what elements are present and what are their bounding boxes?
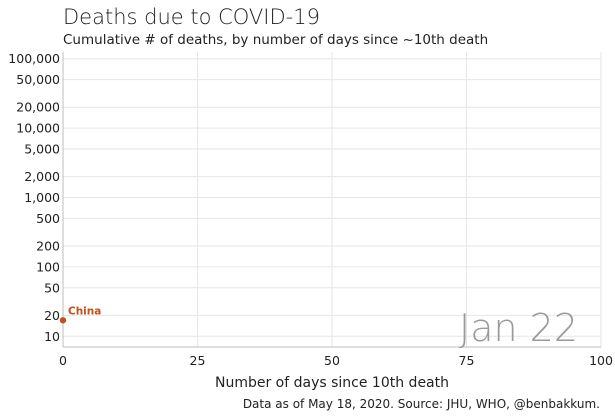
axes — [62, 52, 601, 348]
series-label: China — [68, 305, 101, 317]
x-axis-ticks: 0 25 50 75 100 — [59, 353, 613, 368]
series-layer: China — [59, 305, 101, 324]
y-tick-label: 100,000 — [8, 51, 60, 66]
y-tick-label: 50 — [44, 280, 60, 295]
y-tick-label: 20 — [44, 308, 60, 323]
x-tick-label: 50 — [324, 353, 340, 368]
data-point — [59, 317, 67, 324]
x-tick-label: 0 — [59, 353, 67, 368]
y-tick-label: 1,000 — [24, 190, 60, 205]
y-tick-label: 10 — [44, 329, 60, 344]
y-tick-label: 100 — [36, 259, 60, 274]
source-note: Data as of May 18, 2020. Source: JHU, WH… — [243, 397, 600, 411]
y-tick-label: 20,000 — [16, 100, 60, 115]
y-tick-label: 10,000 — [16, 121, 60, 136]
chart-title: Deaths due to COVID-19 — [63, 5, 320, 29]
x-axis-title: Number of days since 10th death — [215, 375, 449, 391]
chart-subtitle: Cumulative # of deaths, by number of day… — [63, 32, 488, 48]
y-tick-label: 200 — [36, 238, 60, 253]
y-tick-label: 500 — [36, 211, 60, 226]
date-watermark: Jan 22 — [459, 306, 578, 350]
x-tick-label: 25 — [190, 353, 206, 368]
x-tick-label: 75 — [459, 353, 475, 368]
y-tick-label: 50,000 — [16, 72, 60, 87]
y-tick-label: 2,000 — [24, 169, 60, 184]
y-tick-label: 5,000 — [24, 141, 60, 156]
gridlines — [62, 52, 602, 347]
y-axis-ticks: 10 20 50 100 200 500 1,000 2,000 5,000 10,000 20,0… — [8, 51, 60, 344]
x-tick-label: 100 — [589, 353, 613, 368]
